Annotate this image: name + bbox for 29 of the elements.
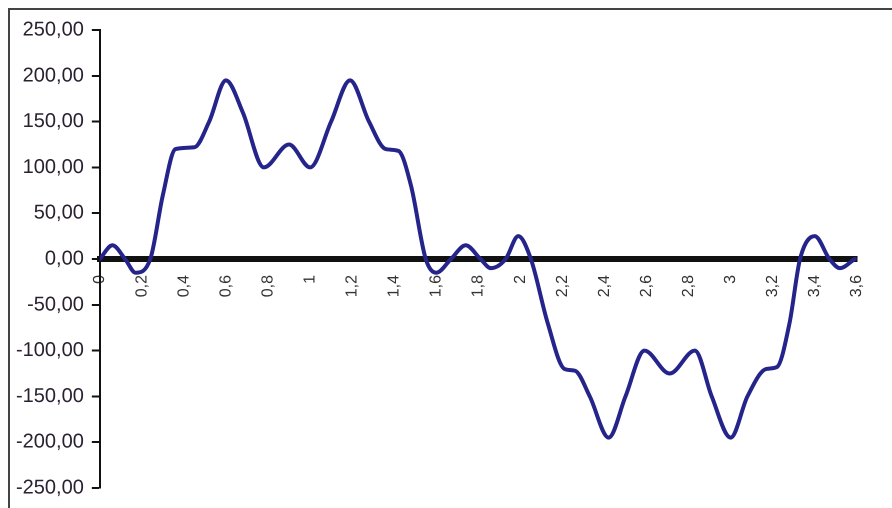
y-tick-label: 250,00 <box>22 18 84 41</box>
y-tick-label: -200,00 <box>16 430 84 453</box>
y-tick-label: -250,00 <box>16 476 84 499</box>
x-tick-label: 1 <box>302 274 319 284</box>
x-tick-label: 0,2 <box>133 274 150 298</box>
x-tick-label: 3,2 <box>764 274 782 298</box>
x-tick-label: 1,6 <box>428 274 445 298</box>
x-tick-label: 2,6 <box>638 274 655 298</box>
y-tick-label: 150,00 <box>22 110 84 132</box>
x-tick-label: 2 <box>512 274 529 284</box>
y-tick-label: -50,00 <box>27 293 84 316</box>
x-tick-label: 1,2 <box>344 274 361 298</box>
x-tick-label: 3,4 <box>806 274 824 298</box>
x-tick-label: 2,8 <box>680 274 697 298</box>
x-tick-label: 0,6 <box>217 274 234 298</box>
x-tick-label: 1,4 <box>386 274 403 298</box>
y-tick-label: -100,00 <box>16 339 84 362</box>
x-tick-label: 3,6 <box>848 274 866 298</box>
x-tick-label: 2,2 <box>554 274 571 298</box>
x-tick-label: 1,8 <box>470 274 487 298</box>
x-tick-label: 0,4 <box>175 274 192 298</box>
y-tick-label: 50,00 <box>34 202 84 224</box>
x-tick-label: 0,8 <box>259 274 276 298</box>
y-tick-label: 200,00 <box>22 64 84 86</box>
x-tick-label: 2,4 <box>596 274 613 298</box>
x-tick-label: 3 <box>722 274 740 284</box>
y-tick-label: 100,00 <box>22 156 84 178</box>
y-tick-label: 0,00 <box>44 248 84 270</box>
y-tick-label: -150,00 <box>16 384 84 407</box>
